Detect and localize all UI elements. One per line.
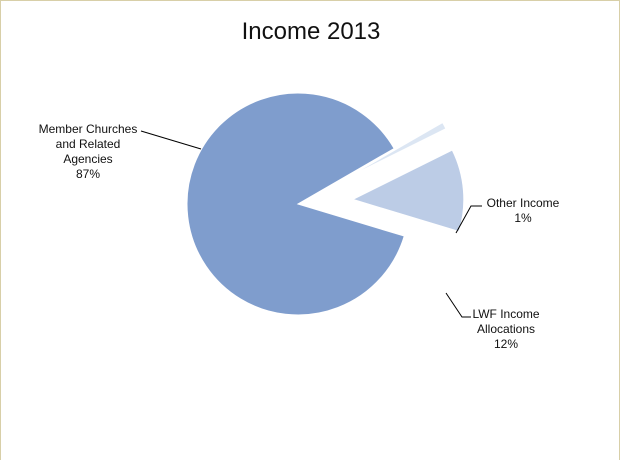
leader-line-3 [445,292,471,318]
slices-layer [186,92,465,316]
labels-layer: Member Churches and Related Agencies 87% Oth… [39,122,560,351]
chart-title: Income 2013 [242,18,381,45]
slice-name-line: and Related [56,137,121,151]
slice-name-line: Agencies [63,152,112,166]
slice-percent-label: 12% [494,337,518,351]
slice-label-3: LWF Income Allocations 12% [472,307,539,351]
leader-line-2 [455,205,482,234]
leader-line-1 [140,130,202,150]
pie-slice-3 [351,149,465,233]
slice-percent-label: 87% [76,167,100,181]
slice-name-line: Other Income [487,196,560,210]
slice-label-2: Other Income 1% [487,196,560,225]
slice-label-1: Member Churches and Related Agencies 87% [39,122,138,181]
leader-lines-layer [140,130,482,318]
slice-name-line: Member Churches [39,122,138,136]
slice-name-line: LWF Income [472,307,539,321]
pie-slice-2 [346,121,447,179]
slice-name-line: Allocations [477,322,535,336]
slice-percent-label: 1% [514,211,532,225]
pie-slice-1 [186,92,405,316]
